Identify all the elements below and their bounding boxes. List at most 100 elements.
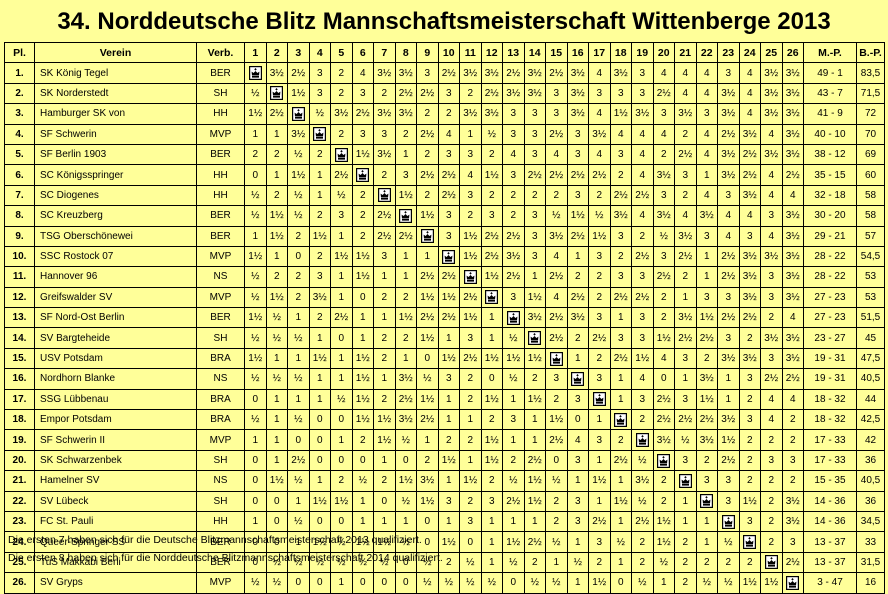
score-cell: 4 xyxy=(781,307,804,329)
header-round-2: 2 xyxy=(265,41,288,64)
team-name-cell: Nordhorn Blanke xyxy=(34,368,197,390)
score-cell: 2 xyxy=(588,551,611,574)
score-cell: 2 xyxy=(265,184,288,207)
rank-cell: 19. xyxy=(4,429,35,451)
rank-cell: 21. xyxy=(4,470,35,492)
self-cell xyxy=(480,286,503,309)
score-cell: 2½ xyxy=(652,388,675,411)
score-cell: 3 xyxy=(308,62,331,84)
score-cell: 1½ xyxy=(652,327,675,349)
federation-cell: BER xyxy=(196,205,245,227)
score-cell: 3½ xyxy=(480,103,503,125)
self-cell xyxy=(437,245,460,268)
score-cell: 1 xyxy=(437,388,460,411)
score-cell: 2 xyxy=(738,551,761,574)
score-cell: 3 xyxy=(588,429,611,451)
score-cell: 1 xyxy=(459,123,482,145)
score-cell: ½ xyxy=(287,510,310,533)
score-cell: 3 xyxy=(523,225,546,247)
score-cell: 2 xyxy=(308,143,331,166)
score-cell: ½ xyxy=(244,327,267,349)
team-name-cell: FC St. Pauli xyxy=(34,510,197,533)
rank-cell: 18. xyxy=(4,409,35,431)
score-cell: 2 xyxy=(330,82,353,105)
score-cell: 3 xyxy=(566,449,589,472)
score-cell: 2 xyxy=(502,449,525,472)
score-cell: 2 xyxy=(566,266,589,288)
table-row: 4. SF Schwerin MVP 1 1 3½ 2 3 3 2 2½ 4 1 ½ 3 3 2½ 3 3½ 4 4 4 2… xyxy=(4,123,885,145)
board-points-cell: 47,5 xyxy=(856,347,885,370)
score-cell: ½ xyxy=(717,531,740,553)
score-cell: 2½ xyxy=(502,225,525,247)
score-cell: 4 xyxy=(760,123,783,145)
header-round-9: 9 xyxy=(416,41,439,64)
score-cell: 3½ xyxy=(502,245,525,268)
rank-cell: 16. xyxy=(4,368,35,390)
score-cell: 0 xyxy=(287,429,310,451)
score-cell: 3½ xyxy=(717,143,740,166)
score-cell: 1½ xyxy=(265,470,288,492)
score-cell: 1 xyxy=(244,510,267,533)
score-cell: 1½ xyxy=(308,490,331,512)
score-cell: 2 xyxy=(674,123,697,145)
match-points-cell: 3 - 47 xyxy=(803,572,857,594)
header-round-24: 24 xyxy=(738,41,761,64)
score-cell: 3½ xyxy=(308,286,331,309)
score-cell: 2 xyxy=(373,327,396,349)
header-round-4: 4 xyxy=(308,41,331,64)
header-round-11: 11 xyxy=(459,41,482,64)
header-bp: B.-P. xyxy=(856,41,885,64)
score-cell: 3½ xyxy=(760,327,783,349)
score-cell: 3½ xyxy=(695,429,718,451)
score-cell: 2½ xyxy=(394,388,417,411)
score-cell: 3 xyxy=(502,123,525,145)
score-cell: 3 xyxy=(480,205,503,227)
score-cell: 3 xyxy=(373,245,396,268)
score-cell: 1 xyxy=(652,572,675,594)
score-cell: 3 xyxy=(717,470,740,492)
score-cell: 1 xyxy=(566,470,589,492)
header-round-13: 13 xyxy=(502,41,525,64)
score-cell: 1 xyxy=(373,266,396,288)
score-cell: ½ xyxy=(308,103,331,125)
score-cell: 2½ xyxy=(588,510,611,533)
score-cell: 2½ xyxy=(674,327,697,349)
score-cell: 3½ xyxy=(459,62,482,84)
self-cell xyxy=(330,143,353,166)
score-cell: 1½ xyxy=(351,143,374,166)
score-cell: 0 xyxy=(566,409,589,431)
score-cell: 3½ xyxy=(480,62,503,84)
score-cell: 0 xyxy=(502,572,525,594)
chess-king-icon xyxy=(442,249,456,264)
score-cell: 2½ xyxy=(674,409,697,431)
score-cell: 2 xyxy=(287,266,310,288)
score-cell: 2 xyxy=(502,184,525,207)
header-round-23: 23 xyxy=(717,41,740,64)
score-cell: 2 xyxy=(631,409,654,431)
board-points-cell: 31,5 xyxy=(856,551,885,574)
chess-king-icon xyxy=(721,514,735,529)
score-cell: ½ xyxy=(287,368,310,390)
score-cell: 2 xyxy=(480,143,503,166)
score-cell: 1 xyxy=(308,470,331,492)
self-cell xyxy=(265,82,288,105)
header-round-7: 7 xyxy=(373,41,396,64)
score-cell: 2½ xyxy=(609,184,632,207)
score-cell: 2½ xyxy=(631,286,654,309)
score-cell: 1 xyxy=(330,347,353,370)
match-points-cell: 27 - 23 xyxy=(803,286,857,309)
score-cell: 2½ xyxy=(545,307,568,329)
board-points-cell: 58 xyxy=(856,184,885,207)
score-cell: 3½ xyxy=(652,429,675,451)
score-cell: 4 xyxy=(652,62,675,84)
score-cell: 1½ xyxy=(351,409,374,431)
rank-cell: 12. xyxy=(4,286,35,309)
footnote-1: Die ersten 7 haben sich für die Deutsche… xyxy=(8,534,422,546)
score-cell: 4 xyxy=(695,82,718,105)
match-points-cell: 15 - 35 xyxy=(803,470,857,492)
self-cell xyxy=(674,470,697,492)
header-round-8: 8 xyxy=(394,41,417,64)
score-cell: 3½ xyxy=(523,82,546,105)
header-verein: Verein xyxy=(34,41,197,64)
federation-cell: SH xyxy=(196,327,245,349)
